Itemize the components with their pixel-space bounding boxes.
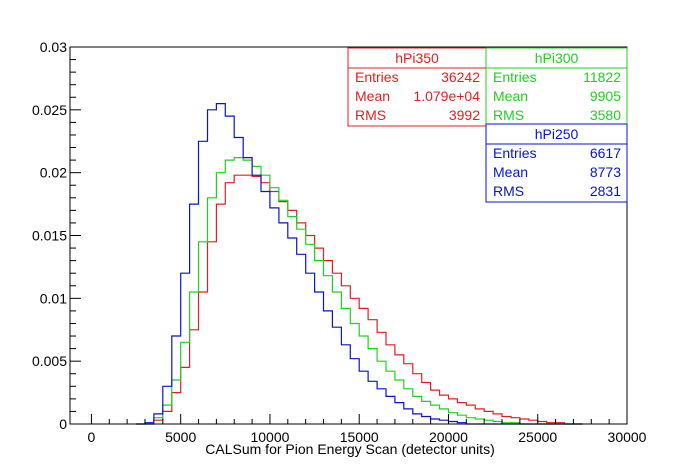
stat-rms-label: RMS xyxy=(493,183,524,199)
stat-entries-label: Entries xyxy=(355,69,399,85)
stat-box-title: hPi300 xyxy=(535,50,579,66)
axes: 0 5000 10000 15000 20000 25000 30000 0 0.005 0.01… xyxy=(32,39,647,445)
stat-mean-value: 9905 xyxy=(590,88,621,104)
stat-box-title: hPi250 xyxy=(535,126,579,142)
plot-area xyxy=(136,103,583,425)
stat-entries-label: Entries xyxy=(493,145,537,161)
x-tick-label: 10000 xyxy=(250,429,289,445)
series-hPi350-line xyxy=(136,174,583,425)
stat-box-hPi250: hPi250 Entries 6617 Mean 8773 RMS 2831 xyxy=(485,123,628,203)
stat-entries-value: 11822 xyxy=(583,69,621,85)
x-tick-label: 5000 xyxy=(165,429,196,445)
x-tick-label: 0 xyxy=(88,429,96,445)
stat-rms-label: RMS xyxy=(355,107,386,123)
y-tick-label: 0.015 xyxy=(32,228,67,244)
stat-rms-value: 2831 xyxy=(590,183,621,199)
y-tick-label: 0.02 xyxy=(40,165,67,181)
stat-box-border xyxy=(485,123,628,203)
x-tick-label: 15000 xyxy=(340,429,379,445)
y-tick-label: 0.03 xyxy=(40,39,67,55)
stat-box-hPi350: hPi350 Entries 36242 Mean 1.079e+04 RMS 3992 xyxy=(347,47,487,127)
stat-entries-value: 6617 xyxy=(590,145,621,161)
stat-mean-value: 1.079e+04 xyxy=(413,88,480,104)
stat-rms-value: 3992 xyxy=(449,107,480,123)
stat-mean-value: 8773 xyxy=(590,164,621,180)
y-tick-label: 0.01 xyxy=(40,290,67,306)
stat-mean-label: Mean xyxy=(493,88,528,104)
y-tick-label: 0 xyxy=(59,416,67,432)
stat-entries-value: 36242 xyxy=(441,69,480,85)
series-hPi250-line xyxy=(136,103,583,425)
stat-box-hPi300: hPi300 Entries 11822 Mean 9905 RMS 3580 xyxy=(485,47,628,127)
stat-box-border xyxy=(485,47,628,127)
y-tick-label: 0.025 xyxy=(32,102,67,118)
stat-box-border xyxy=(347,47,487,127)
stat-rms-label: RMS xyxy=(493,107,524,123)
x-tick-label: 25000 xyxy=(518,429,557,445)
x-tick-label: 30000 xyxy=(608,429,647,445)
x-tick-label: 20000 xyxy=(429,429,468,445)
y-tick-label: 0.005 xyxy=(32,353,67,369)
stat-rms-value: 3580 xyxy=(590,107,621,123)
x-axis-title: CALSum for Pion Energy Scan (detector un… xyxy=(205,441,494,457)
series-hPi300-line xyxy=(136,157,583,425)
stat-mean-label: Mean xyxy=(355,88,390,104)
stat-mean-label: Mean xyxy=(493,164,528,180)
stat-box-title: hPi350 xyxy=(395,50,439,66)
stat-entries-label: Entries xyxy=(493,69,537,85)
